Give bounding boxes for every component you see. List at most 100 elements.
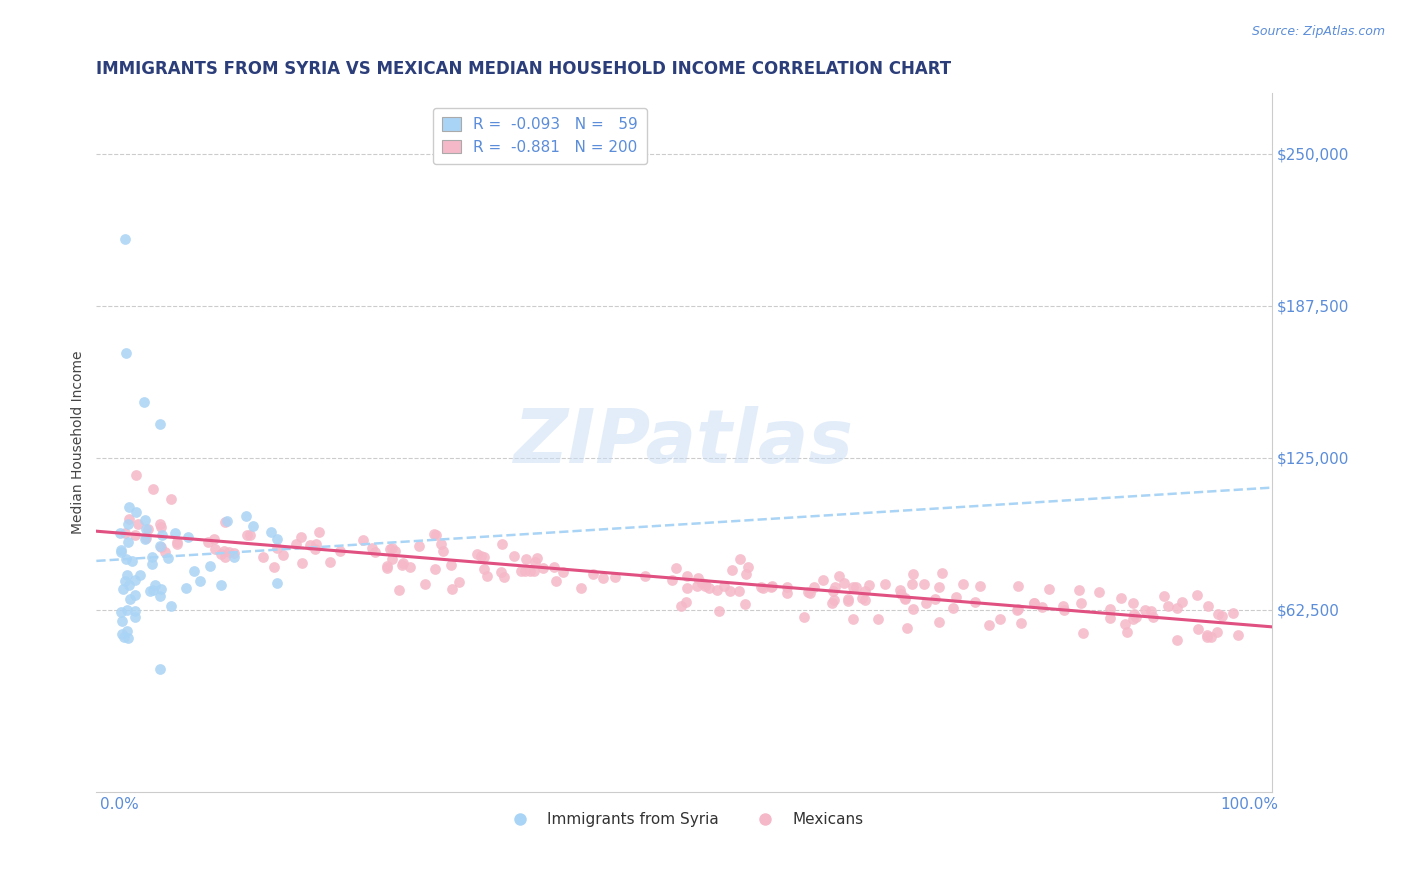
Point bbox=[392, 556, 415, 570]
Point bbox=[381, 541, 404, 556]
Point bbox=[661, 573, 683, 587]
Point bbox=[472, 562, 495, 576]
Point bbox=[352, 533, 374, 547]
Point bbox=[364, 545, 387, 559]
Text: Source: ZipAtlas.com: Source: ZipAtlas.com bbox=[1251, 25, 1385, 38]
Point bbox=[149, 520, 172, 534]
Point bbox=[1187, 622, 1209, 636]
Point bbox=[149, 540, 172, 554]
Point bbox=[853, 584, 876, 599]
Point bbox=[114, 574, 136, 589]
Point bbox=[150, 528, 173, 542]
Point bbox=[873, 576, 896, 591]
Point bbox=[686, 579, 709, 593]
Point bbox=[1166, 601, 1188, 615]
Point bbox=[284, 537, 307, 551]
Point bbox=[793, 609, 815, 624]
Point bbox=[197, 535, 219, 549]
Point bbox=[408, 539, 430, 553]
Point bbox=[111, 627, 134, 641]
Point bbox=[183, 564, 205, 578]
Point bbox=[823, 593, 845, 607]
Point bbox=[166, 537, 188, 551]
Point bbox=[266, 532, 288, 546]
Point bbox=[1222, 606, 1244, 620]
Point bbox=[912, 577, 935, 591]
Point bbox=[1185, 588, 1208, 602]
Point bbox=[118, 512, 141, 526]
Point bbox=[761, 579, 783, 593]
Point bbox=[1052, 599, 1074, 613]
Point bbox=[952, 577, 974, 591]
Point bbox=[1157, 599, 1180, 614]
Point bbox=[569, 581, 592, 595]
Point bbox=[821, 596, 844, 610]
Point bbox=[413, 576, 436, 591]
Point bbox=[111, 615, 134, 629]
Point bbox=[148, 417, 170, 432]
Point bbox=[1052, 603, 1074, 617]
Point bbox=[128, 568, 150, 582]
Point bbox=[176, 581, 198, 595]
Point bbox=[502, 549, 524, 563]
Point bbox=[118, 500, 141, 514]
Point bbox=[1125, 610, 1147, 624]
Point bbox=[308, 524, 330, 539]
Point bbox=[543, 560, 565, 574]
Point bbox=[1087, 585, 1109, 599]
Point bbox=[124, 573, 146, 587]
Point bbox=[160, 599, 183, 614]
Point bbox=[149, 662, 172, 676]
Point bbox=[391, 558, 413, 572]
Point bbox=[209, 547, 232, 561]
Point bbox=[1031, 600, 1053, 615]
Point bbox=[425, 562, 447, 576]
Point bbox=[868, 612, 890, 626]
Point bbox=[942, 600, 965, 615]
Point bbox=[209, 578, 232, 592]
Point bbox=[1122, 596, 1144, 610]
Point bbox=[115, 624, 138, 638]
Point bbox=[531, 561, 554, 575]
Point bbox=[425, 527, 447, 541]
Point bbox=[837, 591, 859, 606]
Point bbox=[204, 542, 226, 557]
Point bbox=[1114, 616, 1136, 631]
Point bbox=[709, 604, 731, 618]
Point bbox=[143, 578, 166, 592]
Point bbox=[188, 574, 211, 588]
Point bbox=[1038, 582, 1060, 596]
Point bbox=[124, 610, 146, 624]
Point bbox=[489, 565, 512, 579]
Point bbox=[924, 591, 946, 606]
Point bbox=[263, 560, 285, 574]
Point bbox=[108, 525, 131, 540]
Point bbox=[664, 561, 686, 575]
Point bbox=[127, 516, 149, 531]
Point bbox=[1208, 607, 1230, 621]
Point bbox=[553, 565, 575, 579]
Point bbox=[377, 561, 399, 575]
Point bbox=[969, 580, 991, 594]
Point bbox=[134, 533, 156, 547]
Point bbox=[166, 535, 188, 549]
Point bbox=[472, 549, 495, 564]
Point bbox=[775, 580, 797, 594]
Point bbox=[1170, 595, 1192, 609]
Point bbox=[824, 580, 846, 594]
Point bbox=[150, 540, 173, 554]
Point bbox=[894, 591, 917, 606]
Point bbox=[121, 554, 143, 568]
Point bbox=[728, 583, 751, 598]
Point bbox=[494, 570, 516, 584]
Point bbox=[734, 597, 756, 611]
Point bbox=[1195, 628, 1218, 642]
Point bbox=[828, 568, 851, 582]
Point bbox=[218, 545, 240, 559]
Point bbox=[692, 575, 714, 590]
Point bbox=[153, 545, 176, 559]
Point bbox=[851, 591, 873, 605]
Point bbox=[118, 592, 141, 607]
Point bbox=[634, 569, 657, 583]
Point bbox=[928, 615, 950, 630]
